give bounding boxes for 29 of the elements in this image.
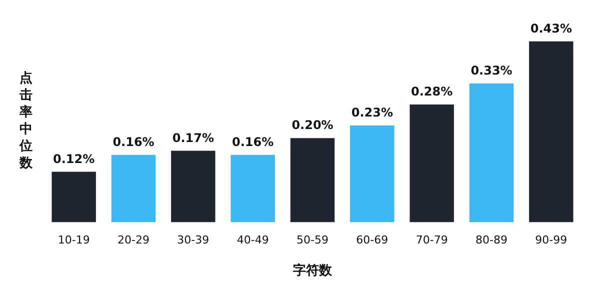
- bar: [111, 154, 156, 222]
- bar: [290, 138, 335, 222]
- data-label: 0.43%: [530, 22, 572, 36]
- x-tick-label: 90-99: [535, 234, 568, 247]
- x-tick-label: 50-59: [296, 234, 328, 247]
- bar: [350, 126, 394, 222]
- y-axis-title: 点击率中位数: [20, 70, 32, 172]
- data-label: 0.17%: [172, 130, 214, 145]
- data-label: 0.33%: [470, 64, 512, 78]
- data-label: 0.20%: [292, 118, 334, 132]
- x-tick-label: 40-49: [236, 234, 269, 247]
- x-tick-label: 60-69: [356, 234, 388, 247]
- bar: [529, 41, 574, 222]
- data-label: 0.28%: [411, 84, 453, 99]
- x-axis-title: 字符数: [293, 262, 333, 279]
- data-label: 0.12%: [53, 152, 95, 166]
- bar: [410, 104, 454, 222]
- bar: [230, 154, 275, 222]
- x-tick-label: 20-29: [118, 234, 150, 247]
- bar: [469, 83, 514, 222]
- data-label: 0.16%: [112, 135, 154, 150]
- data-label: 0.16%: [232, 135, 274, 150]
- bar: [171, 150, 216, 222]
- x-tick-label: 30-39: [177, 234, 210, 247]
- bar: [52, 172, 96, 222]
- data-label: 0.23%: [351, 106, 393, 120]
- x-tick-label: 10-19: [58, 234, 90, 247]
- x-tick-label: 80-89: [476, 234, 508, 247]
- x-tick-label: 70-79: [416, 234, 448, 247]
